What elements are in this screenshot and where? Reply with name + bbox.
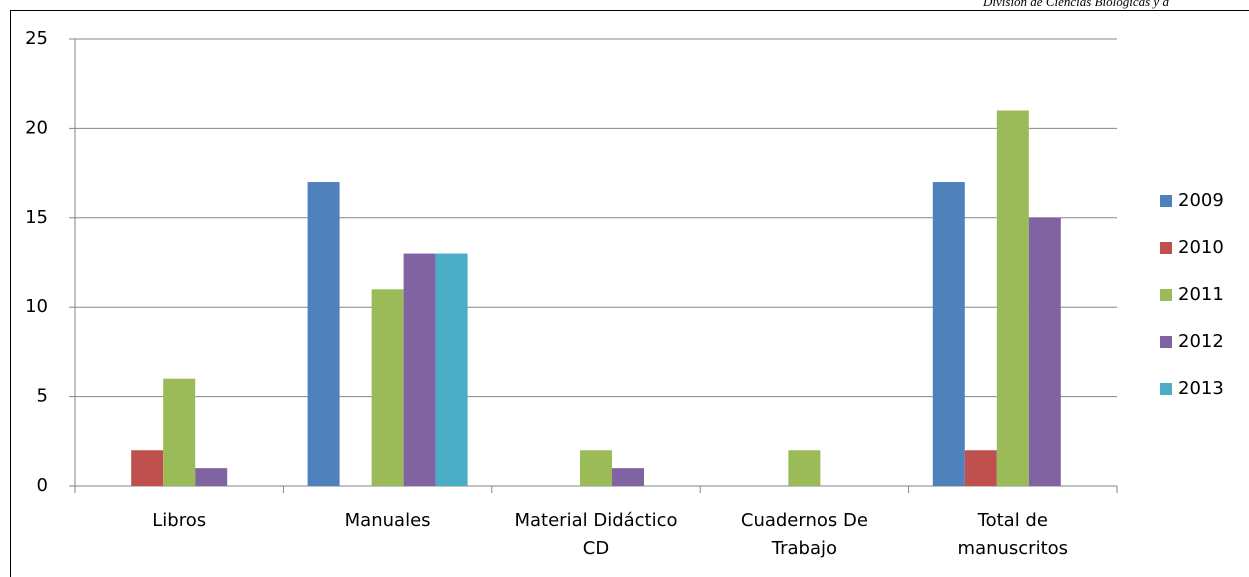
legend-swatch (1160, 336, 1172, 348)
legend-label: 2011 (1178, 284, 1224, 305)
x-tick-label: Material Didáctico (514, 510, 677, 531)
x-tick-label: Libros (152, 510, 206, 531)
y-tick-label: 10 (25, 296, 48, 317)
x-tick-label: manuscritos (958, 538, 1069, 559)
bar (580, 450, 612, 486)
bar (403, 253, 436, 486)
legend-label: 2013 (1178, 378, 1224, 399)
legend-swatch (1160, 242, 1172, 254)
legend-swatch (1160, 195, 1172, 207)
header-text: División de Ciencias Biológicas y d (982, 0, 1169, 9)
x-tick-label: Trabajo (771, 538, 837, 559)
bar (788, 450, 821, 486)
bar (932, 182, 965, 487)
header-bg (975, 0, 1249, 10)
x-tick-label: Cuadernos De (741, 510, 868, 531)
bar (435, 253, 468, 486)
y-tick-label: 25 (25, 28, 48, 49)
x-tick-label: CD (583, 538, 609, 559)
bar (1028, 217, 1061, 487)
bar (612, 468, 644, 486)
y-tick-label: 5 (37, 386, 48, 407)
bar (131, 450, 164, 486)
y-tick-label: 0 (37, 475, 48, 496)
legend-label: 2012 (1178, 331, 1224, 352)
bar (195, 468, 228, 486)
bar (307, 182, 340, 487)
x-tick-label: Total de (977, 510, 1048, 531)
legend-swatch (1160, 289, 1172, 301)
bar (371, 289, 404, 486)
chart-border (10, 10, 1249, 577)
y-tick-label: 20 (25, 117, 48, 138)
bar (163, 378, 196, 486)
x-tick-label: Manuales (345, 510, 431, 531)
bar (996, 110, 1029, 487)
bar (964, 450, 997, 486)
legend-label: 2009 (1178, 190, 1224, 211)
legend-swatch (1160, 383, 1172, 395)
legend-label: 2010 (1178, 237, 1224, 258)
y-tick-label: 15 (25, 207, 48, 228)
